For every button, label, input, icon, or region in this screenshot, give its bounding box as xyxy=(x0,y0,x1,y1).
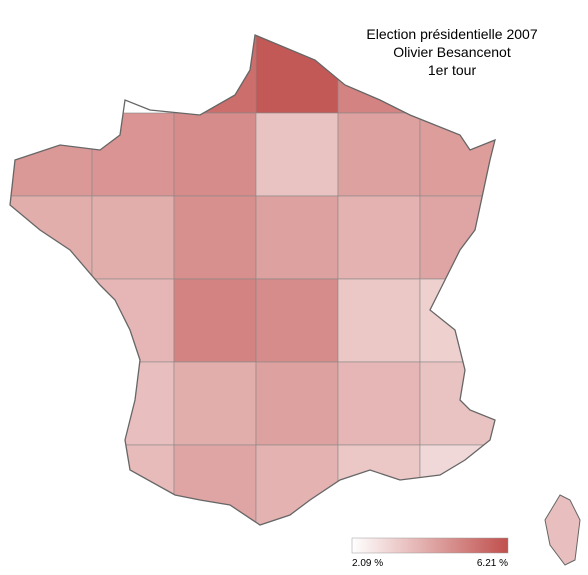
department xyxy=(255,35,339,114)
subtitle: Olivier Besancenot xyxy=(393,44,511,60)
department xyxy=(255,278,339,363)
department xyxy=(173,35,257,114)
department xyxy=(419,278,495,363)
department xyxy=(173,278,257,363)
department xyxy=(255,361,339,446)
department xyxy=(91,112,175,197)
department xyxy=(337,195,421,280)
title: Election présidentielle 2007 xyxy=(366,26,537,42)
department xyxy=(91,444,175,525)
department xyxy=(337,444,421,525)
department xyxy=(419,444,495,525)
legend-scale xyxy=(351,537,509,554)
department xyxy=(544,494,581,566)
subtitle: 1er tour xyxy=(428,62,477,78)
department xyxy=(173,444,257,525)
france-outline xyxy=(9,34,496,526)
department xyxy=(173,361,257,446)
department xyxy=(419,195,495,280)
department xyxy=(255,195,339,280)
department xyxy=(419,112,495,197)
department xyxy=(337,112,421,197)
department xyxy=(91,195,175,280)
legend-max: 6.21 % xyxy=(477,558,508,569)
legend-min: 2.09 % xyxy=(352,558,383,569)
department xyxy=(91,278,175,363)
department xyxy=(10,278,93,363)
department xyxy=(255,444,339,525)
departments xyxy=(10,35,495,525)
department xyxy=(173,112,257,197)
department xyxy=(10,112,93,197)
department xyxy=(337,278,421,363)
department xyxy=(173,195,257,280)
department xyxy=(419,361,495,446)
department xyxy=(337,361,421,446)
department xyxy=(255,112,339,197)
department xyxy=(91,361,175,446)
department xyxy=(337,35,421,114)
